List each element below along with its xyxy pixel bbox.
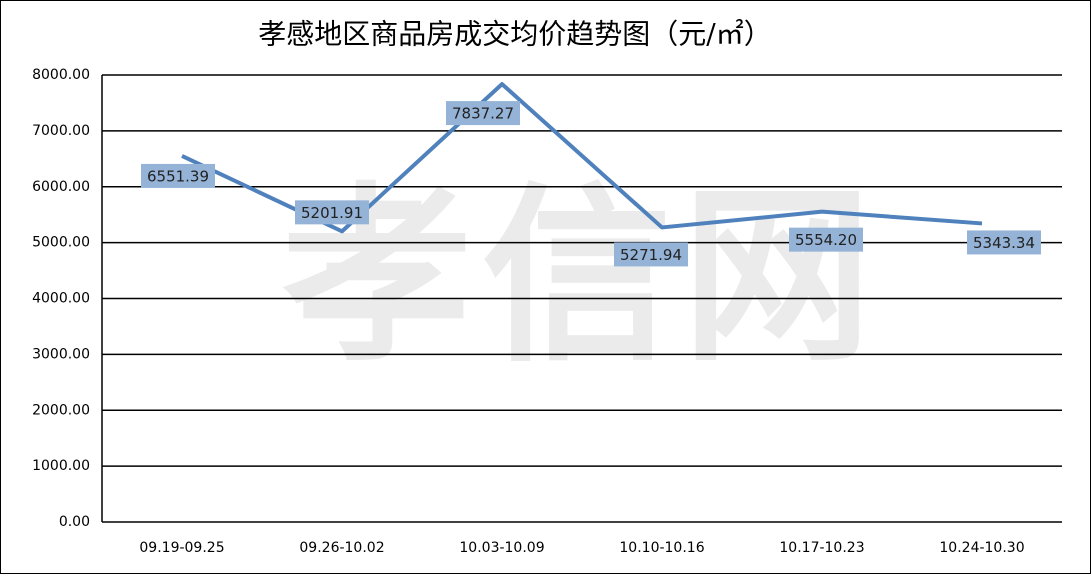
x-tick-label: 10.24-10.30 [939,540,1024,556]
y-tick-label: 0.00 [59,514,90,530]
data-label: 5343.34 [973,234,1035,252]
data-label-box [614,242,688,267]
x-tick-label: 09.19-09.25 [139,540,224,556]
data-label: 7837.27 [452,105,514,123]
data-label: 6551.39 [147,167,209,185]
y-tick-label: 4000.00 [32,291,90,307]
y-tick-label: 5000.00 [32,235,90,251]
data-label: 5201.91 [301,204,363,222]
data-label: 5554.20 [795,231,857,249]
x-tick-label: 09.26-10.02 [299,540,384,556]
x-tick-label: 10.03-10.09 [459,540,544,556]
data-label-box [446,101,520,126]
x-tick-label: 10.17-10.23 [779,540,864,556]
watermark: 孝信网 [282,166,882,387]
data-label-box [141,163,215,188]
chart-title: 孝感地区商品房成交均价趋势图（元/㎡） [258,18,771,51]
y-tick-label: 6000.00 [32,179,90,195]
data-label-box [295,200,369,225]
y-tick-label: 2000.00 [32,402,90,418]
x-tick-label: 10.10-10.16 [619,540,704,556]
y-tick-label: 8000.00 [32,67,90,83]
data-label: 5271.94 [620,246,682,264]
y-tick-label: 1000.00 [32,458,90,474]
data-label-box [967,230,1041,255]
y-tick-label: 3000.00 [32,346,90,362]
data-label-box [789,227,863,252]
y-tick-label: 7000.00 [32,123,90,139]
